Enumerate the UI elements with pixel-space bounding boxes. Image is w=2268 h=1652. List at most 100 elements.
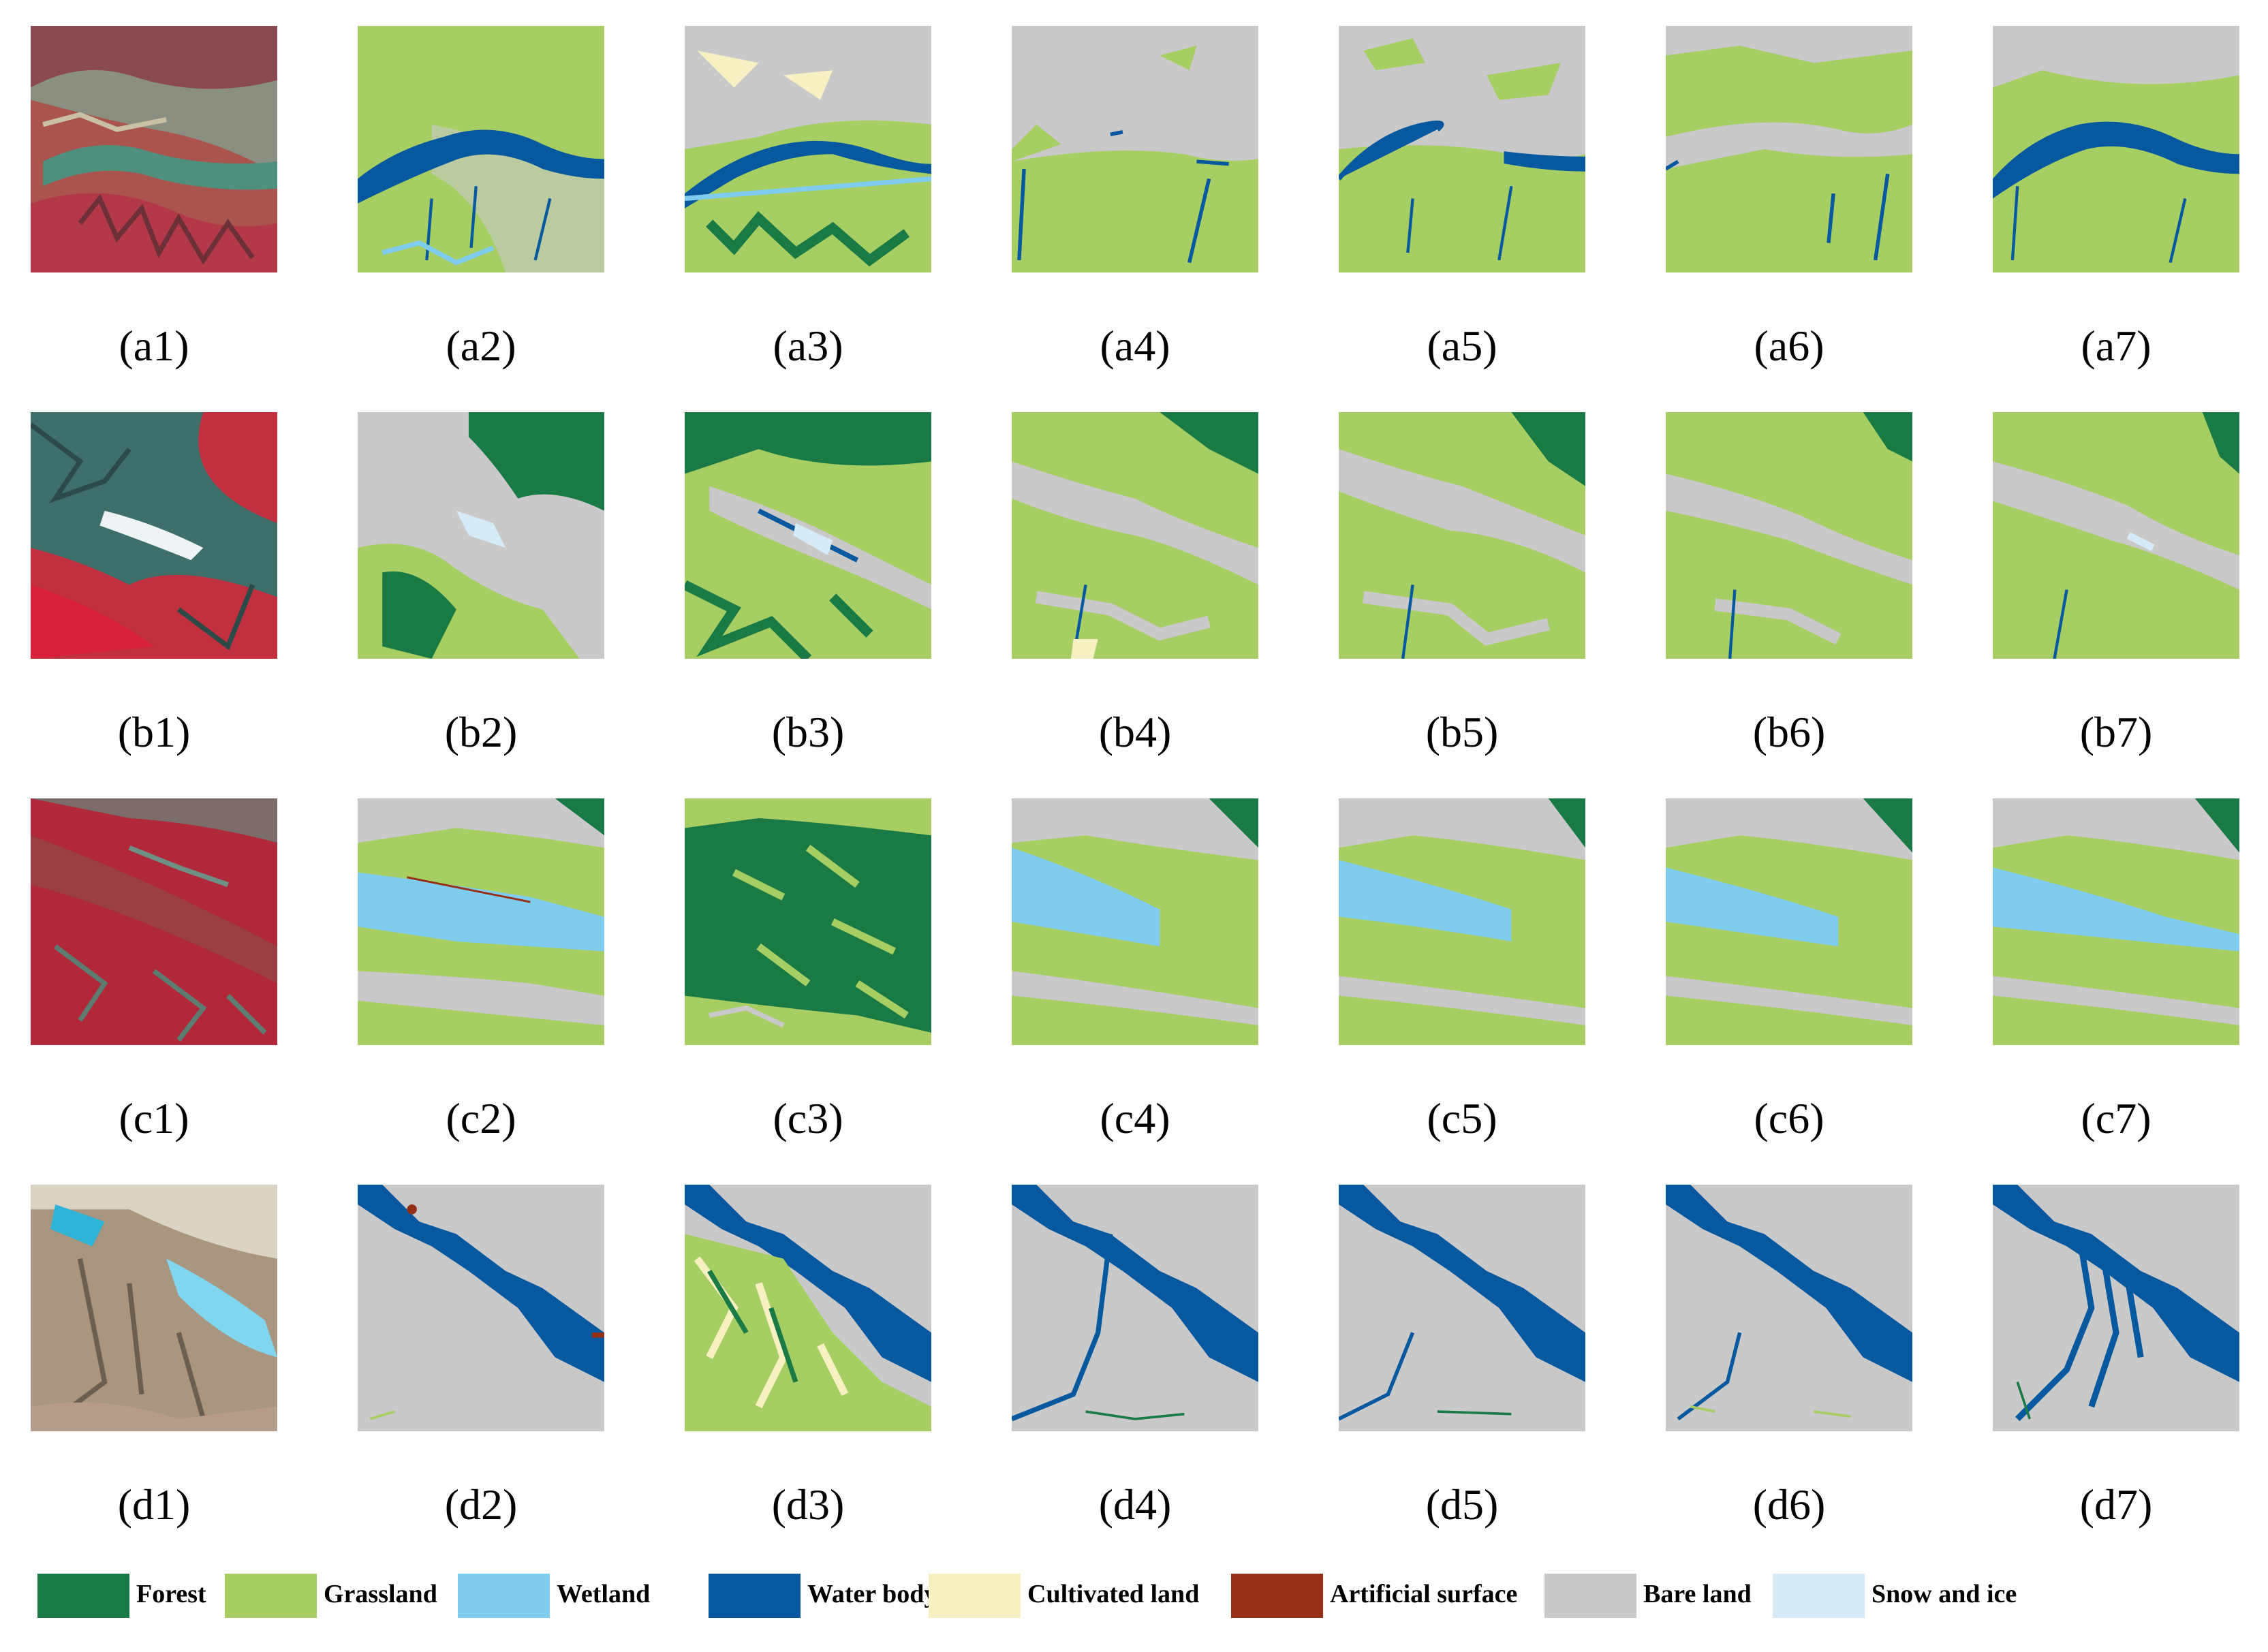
panel-label-b1: (b1) bbox=[117, 708, 191, 756]
classification-map-b3 bbox=[685, 412, 931, 659]
classification-map-c2 bbox=[358, 798, 604, 1045]
legend-swatch-bare-land bbox=[1544, 1574, 1636, 1618]
legend-label-artificial-surface: Artificial surface bbox=[1330, 1580, 1518, 1608]
panel-c3: (c3) bbox=[685, 798, 931, 1140]
panel-c7: (c7) bbox=[1993, 798, 2239, 1140]
panel-c5: (c5) bbox=[1339, 798, 1585, 1140]
panel-b4: (b4) bbox=[1012, 412, 1258, 754]
satellite-image-a1 bbox=[31, 26, 277, 272]
legend-swatch-artificial-surface bbox=[1231, 1574, 1323, 1618]
legend-swatch-wetland bbox=[458, 1574, 550, 1618]
classification-map-a6 bbox=[1666, 26, 1912, 272]
panel-label-a5: (a5) bbox=[1427, 322, 1497, 370]
panel-d4: (d4) bbox=[1012, 1185, 1258, 1527]
panel-d3: (d3) bbox=[685, 1185, 931, 1527]
panel-label-c3: (c3) bbox=[773, 1094, 843, 1142]
classification-map-d7 bbox=[1993, 1185, 2239, 1431]
panel-label-d2: (d2) bbox=[444, 1480, 518, 1529]
panel-b7: (b7) bbox=[1993, 412, 2239, 754]
satellite-image-b1 bbox=[31, 412, 277, 659]
classification-map-b7 bbox=[1993, 412, 2239, 659]
panel-label-d5: (d5) bbox=[1425, 1480, 1499, 1529]
classification-map-d3 bbox=[685, 1185, 931, 1431]
classification-map-c5 bbox=[1339, 798, 1585, 1045]
panel-c2: (c2) bbox=[358, 798, 604, 1140]
satellite-image-c1 bbox=[31, 798, 277, 1045]
panel-d7: (d7) bbox=[1993, 1185, 2239, 1527]
panel-b1: (b1) bbox=[31, 412, 277, 754]
panel-label-b7: (b7) bbox=[2079, 708, 2153, 756]
panel-d6: (d6) bbox=[1666, 1185, 1912, 1527]
legend-label-bare-land: Bare land bbox=[1643, 1580, 1752, 1608]
panel-a1: (a1) bbox=[31, 26, 277, 368]
classification-map-c6 bbox=[1666, 798, 1912, 1045]
panel-label-d6: (d6) bbox=[1752, 1480, 1826, 1529]
classification-map-c3 bbox=[685, 798, 931, 1045]
classification-map-a2 bbox=[358, 26, 604, 272]
classification-map-d6 bbox=[1666, 1185, 1912, 1431]
panel-b2: (b2) bbox=[358, 412, 604, 754]
classification-map-d4 bbox=[1012, 1185, 1258, 1431]
panel-label-a4: (a4) bbox=[1100, 322, 1170, 370]
panel-b3: (b3) bbox=[685, 412, 931, 754]
classification-map-d5 bbox=[1339, 1185, 1585, 1431]
panel-label-c5: (c5) bbox=[1427, 1094, 1497, 1142]
legend-label-wetland: Wetland bbox=[557, 1580, 651, 1608]
panel-label-a3: (a3) bbox=[773, 322, 843, 370]
legend-swatch-forest bbox=[37, 1574, 129, 1618]
panel-a7: (a7) bbox=[1993, 26, 2239, 368]
classification-map-a4 bbox=[1012, 26, 1258, 272]
panel-label-c4: (c4) bbox=[1100, 1094, 1170, 1142]
classification-map-b5 bbox=[1339, 412, 1585, 659]
panel-label-c7: (c7) bbox=[2081, 1094, 2152, 1142]
panel-label-a1: (a1) bbox=[119, 322, 189, 370]
panel-label-c6: (c6) bbox=[1754, 1094, 1824, 1142]
legend-label-snow-and-ice: Snow and ice bbox=[1871, 1580, 2017, 1608]
figure-grid: (a1) (a2) (a3) (a4) bbox=[31, 26, 2239, 1527]
classification-map-c4 bbox=[1012, 798, 1258, 1045]
legend-label-forest: Forest bbox=[136, 1580, 206, 1608]
classification-map-a3 bbox=[685, 26, 931, 272]
legend-label-grassland: Grassland bbox=[324, 1580, 437, 1608]
panel-a5: (a5) bbox=[1339, 26, 1585, 368]
panel-label-c2: (c2) bbox=[446, 1094, 516, 1142]
legend: Forest Grassland Wetland Water body Cult… bbox=[37, 1574, 2252, 1625]
panel-b5: (b5) bbox=[1339, 412, 1585, 754]
panel-label-d3: (d3) bbox=[771, 1480, 845, 1529]
panel-label-a6: (a6) bbox=[1754, 322, 1824, 370]
satellite-image-d1 bbox=[31, 1185, 277, 1431]
panel-c4: (c4) bbox=[1012, 798, 1258, 1140]
classification-map-a7 bbox=[1993, 26, 2239, 272]
panel-c1: (c1) bbox=[31, 798, 277, 1140]
classification-map-b4 bbox=[1012, 412, 1258, 659]
panel-label-b4: (b4) bbox=[1098, 708, 1172, 756]
legend-swatch-cultivated-land bbox=[929, 1574, 1021, 1618]
legend-label-cultivated-land: Cultivated land bbox=[1027, 1580, 1200, 1608]
legend-swatch-snow-and-ice bbox=[1773, 1574, 1865, 1618]
panel-label-b5: (b5) bbox=[1425, 708, 1499, 756]
panel-d5: (d5) bbox=[1339, 1185, 1585, 1527]
panel-a2: (a2) bbox=[358, 26, 604, 368]
panel-label-d1: (d1) bbox=[117, 1480, 191, 1529]
panel-label-c1: (c1) bbox=[119, 1094, 189, 1142]
panel-c6: (c6) bbox=[1666, 798, 1912, 1140]
classification-map-b2 bbox=[358, 412, 604, 659]
legend-swatch-grassland bbox=[225, 1574, 317, 1618]
classification-map-a5 bbox=[1339, 26, 1585, 272]
classification-map-b6 bbox=[1666, 412, 1912, 659]
panel-label-a2: (a2) bbox=[446, 322, 516, 370]
panel-label-d7: (d7) bbox=[2079, 1480, 2153, 1529]
panel-a6: (a6) bbox=[1666, 26, 1912, 368]
legend-label-water-body: Water body bbox=[807, 1580, 937, 1608]
classification-map-d2 bbox=[358, 1185, 604, 1431]
panel-d2: (d2) bbox=[358, 1185, 604, 1527]
panel-label-b3: (b3) bbox=[771, 708, 845, 756]
panel-label-a7: (a7) bbox=[2081, 322, 2152, 370]
panel-b6: (b6) bbox=[1666, 412, 1912, 754]
panel-d1: (d1) bbox=[31, 1185, 277, 1527]
panel-label-d4: (d4) bbox=[1098, 1480, 1172, 1529]
panel-a4: (a4) bbox=[1012, 26, 1258, 368]
classification-map-c7 bbox=[1993, 798, 2239, 1045]
panel-label-b2: (b2) bbox=[444, 708, 518, 756]
panel-label-b6: (b6) bbox=[1752, 708, 1826, 756]
